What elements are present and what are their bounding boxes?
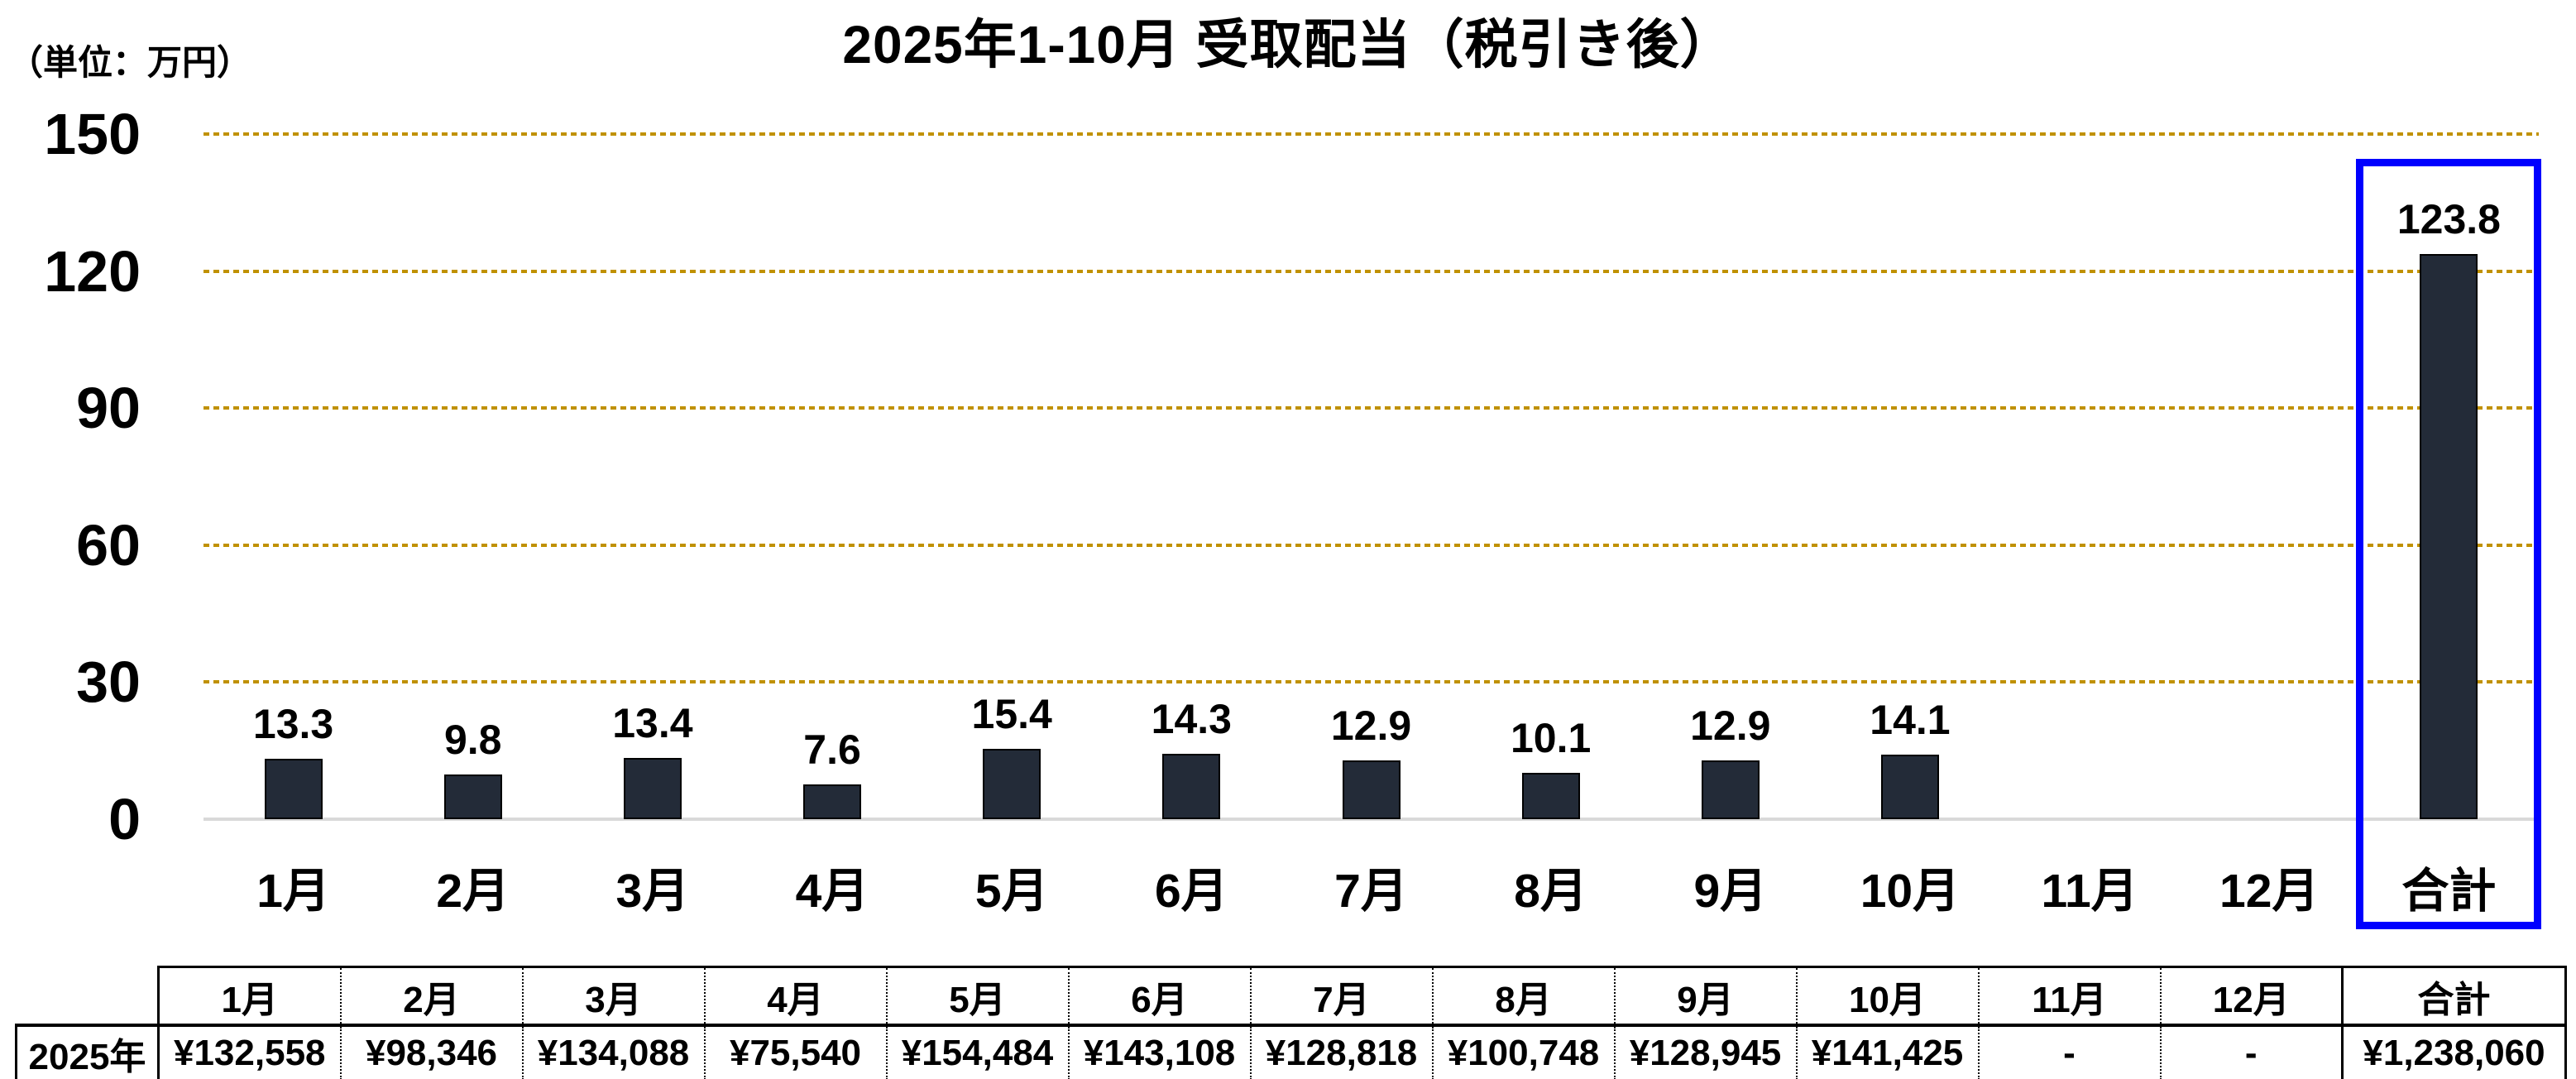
x-axis-label: 8月 bbox=[1514, 865, 1587, 918]
table-value-cell: - bbox=[2159, 1025, 2344, 1079]
bar bbox=[264, 758, 323, 819]
table-month-header: 3月 bbox=[521, 966, 706, 1027]
gridline bbox=[203, 406, 2539, 410]
table-month-header: 7月 bbox=[1249, 966, 1434, 1027]
table-month-header: 11月 bbox=[1977, 966, 2162, 1027]
table-total-header: 合計 bbox=[2341, 966, 2567, 1027]
bar-value-label: 7.6 bbox=[803, 727, 861, 774]
bar bbox=[1342, 760, 1401, 819]
y-axis-tick-label: 60 bbox=[76, 512, 141, 578]
table-value-cell: ¥128,945 bbox=[1613, 1025, 1798, 1079]
gridline bbox=[203, 269, 2539, 273]
x-axis-label: 3月 bbox=[615, 865, 690, 918]
bar-value-label: 123.8 bbox=[2396, 195, 2501, 242]
table-value-cell: ¥75,540 bbox=[703, 1025, 888, 1079]
table-value-cell: ¥134,088 bbox=[521, 1025, 706, 1079]
y-axis-tick-label: 150 bbox=[44, 102, 141, 166]
table-month-header: 12月 bbox=[2159, 966, 2344, 1027]
table-value-cell: - bbox=[1977, 1025, 2162, 1079]
table-month-header: 4月 bbox=[703, 966, 888, 1027]
gridline bbox=[203, 132, 2539, 136]
y-axis-tick-label: 120 bbox=[44, 238, 141, 304]
bar-value-label: 9.8 bbox=[443, 716, 502, 763]
x-axis-label: 2月 bbox=[436, 865, 510, 918]
bar bbox=[1701, 760, 1760, 819]
x-axis-line bbox=[203, 818, 2539, 821]
x-axis-label: 1月 bbox=[256, 865, 330, 918]
table-value-cell: ¥100,748 bbox=[1431, 1025, 1616, 1079]
bar-value-label: 14.3 bbox=[1151, 696, 1232, 743]
bar bbox=[1880, 755, 1939, 819]
table-year-header: 2025年 bbox=[15, 1024, 160, 1079]
table-blank-cell bbox=[17, 967, 159, 1026]
bar bbox=[443, 774, 502, 819]
bar bbox=[1162, 754, 1221, 819]
table-value-cell: ¥132,558 bbox=[157, 1025, 342, 1079]
table-month-header: 8月 bbox=[1431, 966, 1616, 1027]
bar-value-label: 10.1 bbox=[1510, 715, 1592, 762]
chart-title: 2025年1-10月 受取配当（税引き後） bbox=[842, 15, 1734, 74]
table-month-header: 5月 bbox=[885, 966, 1070, 1027]
bar bbox=[1521, 773, 1580, 819]
x-axis-label: 12月 bbox=[2219, 865, 2320, 918]
table-value-cell: ¥154,484 bbox=[885, 1025, 1070, 1079]
table-month-header: 10月 bbox=[1795, 966, 1980, 1027]
y-axis-tick-label: 0 bbox=[108, 787, 141, 851]
y-axis-tick-label: 90 bbox=[76, 376, 141, 441]
bar-value-label: 12.9 bbox=[1330, 702, 1412, 749]
x-axis-label: 5月 bbox=[974, 865, 1049, 918]
table-total-value-cell: ¥1,238,060 bbox=[2341, 1025, 2567, 1079]
bar-value-label: 15.4 bbox=[971, 691, 1052, 737]
gridline bbox=[203, 680, 2539, 684]
bar-value-label: 14.1 bbox=[1870, 697, 1951, 744]
unit-label: （単位：万円） bbox=[8, 43, 252, 82]
bar bbox=[983, 749, 1041, 819]
table-month-header: 2月 bbox=[339, 966, 524, 1027]
bar-value-label: 13.3 bbox=[252, 700, 334, 747]
table-value-cell: ¥128,818 bbox=[1249, 1025, 1434, 1079]
gridline bbox=[203, 543, 2539, 547]
bar-value-label: 12.9 bbox=[1690, 702, 1771, 749]
bar bbox=[623, 758, 682, 819]
dividend-table: 1月 2月 3月 4月 5月 6月 7月 8月 9月 10月 11月 12月 合計 2025年 ¥132,5… bbox=[15, 966, 2567, 1079]
x-axis-label: 合計 bbox=[2401, 865, 2497, 918]
table-value-cell: ¥141,425 bbox=[1795, 1025, 1980, 1079]
x-axis-label: 6月 bbox=[1154, 865, 1228, 918]
table-month-header: 6月 bbox=[1067, 966, 1252, 1027]
bar bbox=[2420, 253, 2478, 819]
table-month-header: 9月 bbox=[1613, 966, 1798, 1027]
x-axis-label: 11月 bbox=[2041, 865, 2138, 918]
x-axis-label: 9月 bbox=[1693, 865, 1768, 918]
table-value-cell: ¥98,346 bbox=[339, 1025, 524, 1079]
plot-area: 13.3 9.8 13.4 7.6 15.4 14.3 12.9 10.1 12.9 14.1 12… bbox=[203, 132, 2539, 821]
total-highlight-box bbox=[2356, 159, 2542, 929]
table-month-header: 1月 bbox=[157, 966, 342, 1027]
y-axis-tick-label: 30 bbox=[76, 650, 141, 715]
bar bbox=[803, 784, 862, 819]
x-axis-label: 10月 bbox=[1860, 865, 1961, 918]
table-value-cell: ¥143,108 bbox=[1067, 1025, 1252, 1079]
bar-value-label: 13.4 bbox=[612, 700, 693, 747]
x-axis-label: 4月 bbox=[795, 865, 869, 918]
x-axis-label: 7月 bbox=[1334, 865, 1408, 918]
